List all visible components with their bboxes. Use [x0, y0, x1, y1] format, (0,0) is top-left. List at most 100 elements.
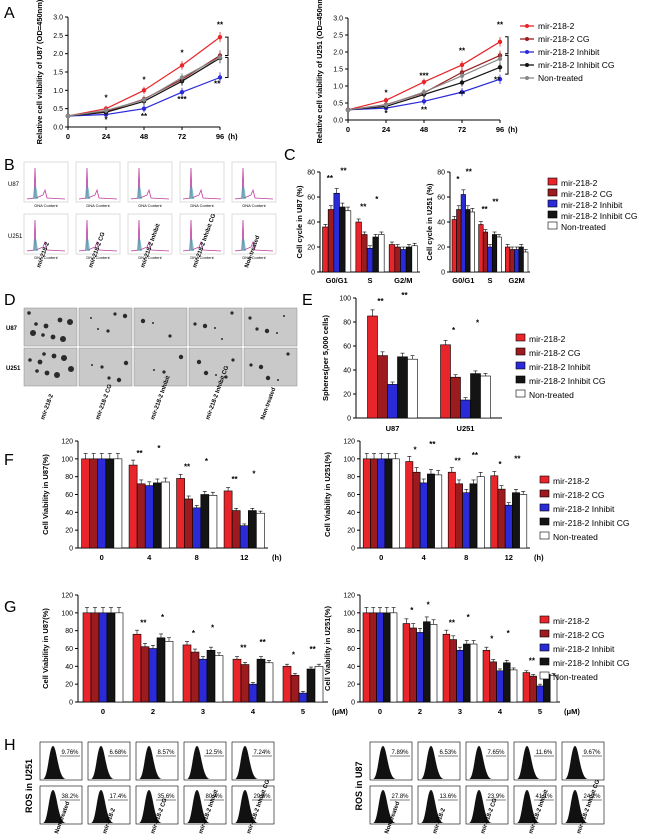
f-u251-ytick-label-1: 20	[347, 528, 355, 535]
d-sphere-0-1-4	[113, 312, 117, 316]
a-u251-sig-bottom: **	[494, 76, 501, 85]
b-g1-fill-1-3	[189, 237, 194, 251]
c-u251-bar-1-0	[478, 224, 484, 273]
b-thumb-0-2	[127, 161, 173, 203]
c-legend-swatch-2	[547, 199, 558, 208]
g-u87-x-unit: (μM)	[332, 707, 348, 716]
g-u251-cat-label-3: 4	[498, 707, 503, 716]
c-u87-sig-3: *	[375, 195, 379, 204]
f-u251-ytick-label-3: 60	[347, 492, 355, 499]
g-u87-sig-4: **	[240, 643, 247, 652]
f-u251-cat-label-2: 8	[464, 553, 468, 562]
c-u251-bar-2-3	[518, 246, 524, 273]
a-u251-ytick-label-2: 1.0	[333, 84, 343, 91]
a-u251-sig-4: **	[459, 47, 466, 56]
g-u251-bar-3-1	[489, 661, 497, 703]
f-u251-cat-label-3: 12	[505, 553, 513, 562]
g-u251-bar-3-4	[509, 669, 518, 703]
b-axis-text-0-2: DNA Content	[138, 203, 162, 208]
c-u87-y-label: Cell cycle in U87 (%)	[295, 185, 304, 258]
h-left-pct-1-1: 17.4%	[109, 794, 127, 800]
e-bar-0-3	[397, 356, 408, 419]
g-legend-swatch-2	[539, 643, 550, 652]
h-right-pct-0-3: 11.6%	[536, 750, 553, 756]
e-cat-label-1: U251	[457, 424, 475, 433]
f-u251-bar-1-1	[412, 471, 421, 549]
g-u87-sig-5: **	[259, 638, 266, 647]
a-u87-sig-3: **	[141, 112, 148, 121]
d-sphere-0-0-1	[43, 323, 49, 329]
c-u251-bar-0-4	[469, 211, 475, 273]
a-u87-point-4-3	[179, 75, 185, 80]
g-legend-label-0: mir-218-2	[553, 616, 590, 626]
h-right-hist-peak-1-2	[469, 790, 492, 823]
a-legend-marker-1	[525, 37, 529, 41]
d-sphere-1-1-0	[100, 365, 104, 369]
e-legend-swatch-2	[515, 361, 526, 370]
g-u251-bar-4-2	[536, 685, 544, 703]
f-u251-bar-1-4	[434, 474, 443, 549]
a-u87-ytick-label-5: 2.5	[53, 33, 63, 40]
f-legend-label-1: mir-218-2 CG	[553, 490, 604, 500]
e-bar-0-2	[387, 384, 398, 419]
d-sphere-0-3-4	[193, 322, 197, 326]
f-u251-sig-2: **	[454, 456, 461, 465]
d-sphere-1-3-0	[224, 375, 228, 379]
f-u251-sig-5: **	[514, 455, 521, 464]
b-g1-fill-0-3	[189, 185, 194, 199]
a-legend-marker-4	[525, 76, 529, 80]
d-thumb-0-3	[188, 307, 243, 347]
a-legend-label-1: mir-218-2 CG	[538, 34, 589, 44]
h-right-hist-peak-0-2	[469, 746, 492, 779]
d-sphere-1-1-3	[107, 376, 111, 380]
f-u87-sig-0: **	[136, 449, 143, 458]
e-ytick-label-1: 20	[343, 392, 351, 399]
g-u87-bar-3-0	[232, 658, 242, 703]
e-bar-0-4	[407, 358, 418, 419]
h-right-hist-peak-1-4	[565, 790, 588, 823]
a-u87-point-4-2	[141, 97, 147, 103]
panel-label-f: F	[4, 452, 14, 469]
a-u87-y-label: Relative cell viability of U87 (OD=450nm…	[35, 0, 44, 144]
g-u87-bar-4-1	[290, 674, 300, 703]
g-u87-bar-4-0	[282, 666, 292, 703]
a-u251-sig-5: **	[459, 90, 466, 99]
a-u251-sig-6: **	[497, 21, 504, 30]
f-u251-y-label: Cell Viability in U251(%)	[323, 452, 332, 537]
a-u87-sig-0: *	[104, 94, 108, 103]
g-u251-sig-5: *	[507, 629, 511, 638]
h-left-pct-0-3: 12.5%	[205, 750, 223, 756]
g-u251-bar-3-3	[503, 662, 511, 703]
f-u87-cat-label-3: 12	[240, 553, 248, 562]
e-ytick-label-4: 80	[343, 320, 351, 327]
g-u87-bar-4-4	[314, 666, 324, 703]
e-ytick-label-3: 60	[343, 344, 351, 351]
h-right-pct-0-2: 7.65%	[487, 750, 505, 756]
a-u87-point-2-3	[179, 89, 185, 95]
g-u87-sig-7: **	[309, 645, 316, 654]
f-u87-ytick-label-6: 120	[61, 439, 73, 446]
a-u251-ytick-label-3: 1.5	[333, 67, 343, 74]
g-u87-bar-4-2	[298, 692, 308, 703]
panel-label-c: C	[284, 147, 296, 164]
c-u251-cat-label-1: S	[487, 276, 492, 285]
h-left-pct-0-2: 8.57%	[157, 750, 175, 756]
c-u251-bar-1-2	[487, 246, 493, 273]
c-u87-cat-label-2: G2/M	[394, 276, 412, 285]
a-u87-point-0-4	[217, 34, 223, 40]
d-sphere-1-0-8	[42, 352, 46, 356]
c-u87-sig-2: **	[360, 203, 367, 212]
d-sphere-0-0-3	[34, 322, 38, 326]
g-u87-sig-6: *	[292, 650, 296, 659]
c-u251-cat-label-2: G2M	[509, 276, 525, 285]
f-u87-bar-0-4	[113, 458, 123, 549]
h-right-pct-1-3: 41.1%	[535, 794, 553, 800]
g-u87-ytick-label-1: 20	[65, 682, 73, 689]
c-u251-bar-1-4	[496, 236, 502, 273]
f-u251-bar-2-3	[469, 483, 478, 549]
a-legend-label-0: mir-218-2	[538, 21, 575, 31]
g-u87-sig-1: *	[161, 613, 165, 622]
h-right-hist-peak-0-0	[373, 746, 396, 779]
h-left-hist-peak-0-0	[43, 746, 66, 779]
g-u251-ytick-label-5: 100	[343, 610, 355, 617]
